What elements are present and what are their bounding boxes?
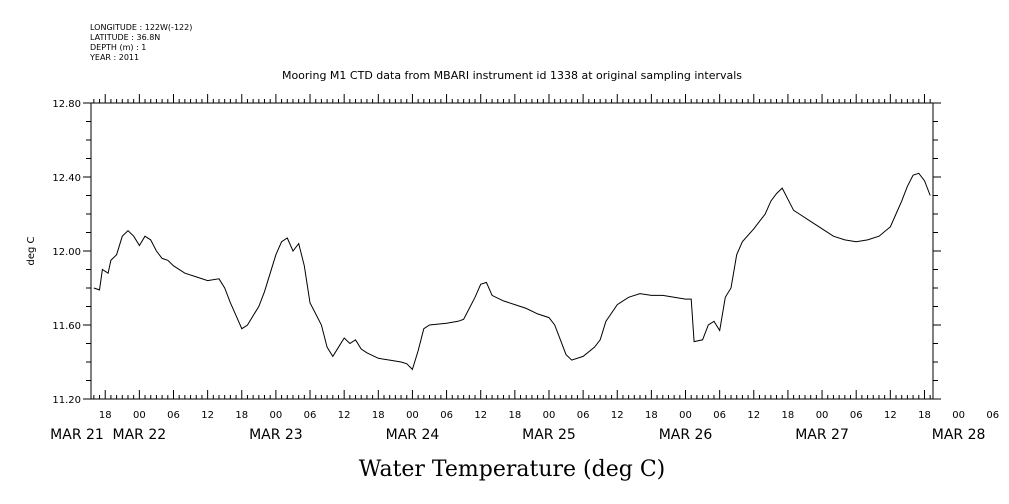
y-tick-label: 12.40 bbox=[52, 173, 81, 184]
x-date-label: MAR 22 bbox=[113, 427, 167, 443]
x-hour-label: 06 bbox=[167, 410, 180, 421]
x-date-label: MAR 21 bbox=[50, 427, 104, 443]
year-text: YEAR : 2011 bbox=[89, 53, 139, 62]
x-hour-label: 06 bbox=[713, 410, 726, 421]
x-hour-label: 00 bbox=[270, 410, 283, 421]
x-hour-label: 12 bbox=[747, 410, 760, 421]
x-date-label: MAR 27 bbox=[795, 427, 849, 443]
x-hour-label: 00 bbox=[543, 410, 556, 421]
x-hour-label: 12 bbox=[884, 410, 897, 421]
y-tick-label: 11.60 bbox=[52, 321, 81, 332]
x-date-label: MAR 28 bbox=[932, 427, 986, 443]
y-tick-label: 12.80 bbox=[52, 99, 81, 110]
depth-text: DEPTH (m) : 1 bbox=[90, 43, 146, 52]
x-hour-label: 18 bbox=[99, 410, 112, 421]
y-axis-label: deg C bbox=[26, 236, 37, 265]
x-hour-label: 18 bbox=[508, 410, 521, 421]
x-hour-label: 00 bbox=[952, 410, 965, 421]
x-axis: 18 00 06 12 18 00 06 12 18 00 06 12 18 00 06 12 18 00 06 12… bbox=[50, 94, 999, 443]
y-tick-label: 12.00 bbox=[52, 247, 81, 258]
x-date-label: MAR 23 bbox=[249, 427, 303, 443]
y-tick-label: 11.20 bbox=[52, 395, 81, 406]
longitude-text: LONGITUDE : 122W(-122) bbox=[90, 23, 192, 32]
x-hour-label: 18 bbox=[918, 410, 931, 421]
x-hour-label: 18 bbox=[645, 410, 658, 421]
y-axis: 11.20 11.60 12.00 12.40 12.80 bbox=[52, 99, 941, 406]
x-hour-label: 12 bbox=[338, 410, 351, 421]
x-hour-label: 06 bbox=[577, 410, 590, 421]
x-hour-label: 00 bbox=[406, 410, 419, 421]
x-hour-label: 12 bbox=[201, 410, 214, 421]
x-hour-label: 12 bbox=[474, 410, 487, 421]
chart-title: Mooring M1 CTD data from MBARI instrumen… bbox=[282, 69, 742, 82]
x-hour-label: 06 bbox=[304, 410, 317, 421]
x-hour-label: 12 bbox=[611, 410, 624, 421]
x-date-label: MAR 24 bbox=[386, 427, 440, 443]
latitude-text: LATITUDE : 36.8N bbox=[90, 33, 160, 42]
x-date-label: MAR 25 bbox=[522, 427, 576, 443]
x-hour-label: 18 bbox=[782, 410, 795, 421]
series-layer bbox=[93, 172, 931, 371]
x-hour-label: 00 bbox=[816, 410, 829, 421]
x-hour-label: 18 bbox=[235, 410, 248, 421]
x-hour-label: 06 bbox=[986, 410, 999, 421]
x-hour-label: 18 bbox=[372, 410, 385, 421]
x-date-label: MAR 26 bbox=[659, 427, 713, 443]
x-hour-label: 00 bbox=[679, 410, 692, 421]
x-hour-label: 06 bbox=[440, 410, 453, 421]
series-line-0 bbox=[93, 172, 931, 371]
x-axis-label: Water Temperature (deg C) bbox=[359, 457, 666, 482]
plot-frame bbox=[90, 102, 934, 400]
x-hour-label: 00 bbox=[133, 410, 146, 421]
x-hour-label: 06 bbox=[850, 410, 863, 421]
